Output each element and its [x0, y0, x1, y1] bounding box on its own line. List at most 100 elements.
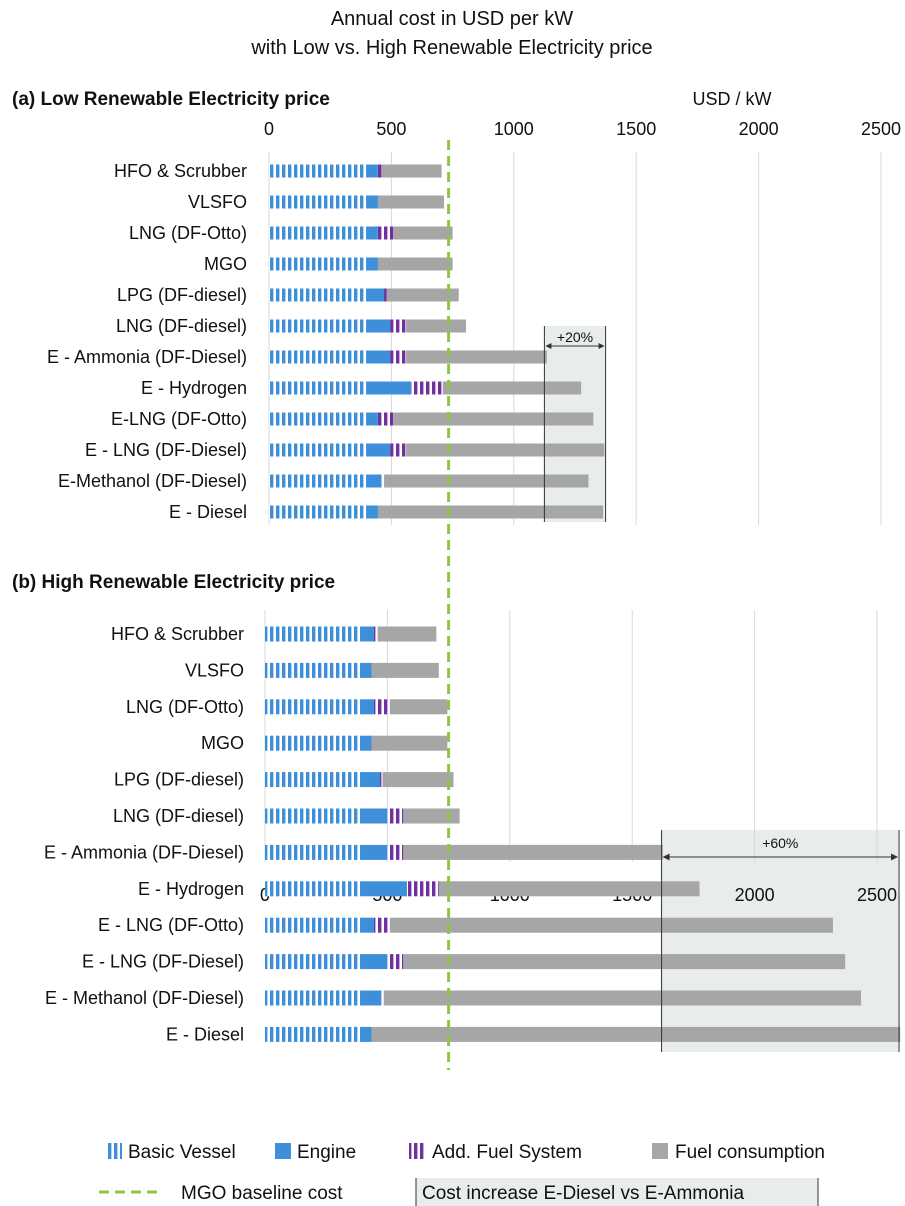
- bar-segment-fuel-consumption: [389, 699, 448, 715]
- bar-segment-engine: [366, 257, 378, 271]
- bar-segment-engine: [360, 735, 372, 751]
- category-label: MGO: [204, 254, 247, 274]
- bar-segment-engine: [366, 412, 378, 426]
- bar-segment-fuel-consumption: [406, 319, 467, 333]
- bar-segment-basic-vessel: [269, 319, 367, 333]
- bar-segment-basic-vessel: [269, 257, 367, 271]
- bar-segment-fuel-consumption: [403, 954, 846, 970]
- bar-segment-basic-vessel: [265, 772, 361, 788]
- arrow-head: [598, 343, 605, 349]
- bar-segment-basic-vessel: [269, 474, 367, 488]
- tick-label: 2500: [857, 885, 897, 905]
- bar-segment-add-fuel-system: [390, 319, 407, 333]
- increase-box: [661, 830, 900, 1052]
- bar-segment-basic-vessel: [265, 1026, 361, 1042]
- bar-segment-basic-vessel: [265, 844, 361, 860]
- legend-label: Fuel consumption: [675, 1142, 825, 1163]
- bar-segment-fuel-consumption: [384, 474, 589, 488]
- bar-segment-add-fuel-system: [390, 443, 407, 457]
- bar-segment-engine: [366, 164, 378, 178]
- bar-segment-fuel-consumption: [406, 350, 547, 364]
- category-label: LPG (DF-diesel): [117, 285, 247, 305]
- legend-swatch-increase-box: [416, 1178, 818, 1206]
- category-label: E - Ammonia (DF-Diesel): [47, 347, 247, 367]
- category-label: E - Diesel: [169, 502, 247, 522]
- bar-segment-engine: [360, 808, 388, 824]
- bar-segment-basic-vessel: [269, 381, 367, 395]
- category-label: MGO: [201, 733, 244, 753]
- bar-segment-fuel-consumption: [382, 772, 454, 788]
- bar-segment-fuel-consumption: [438, 881, 700, 897]
- bar-segment-add-fuel-system: [380, 772, 383, 788]
- panel-a: (a) Low Renewable Electricity price USD /…: [12, 89, 901, 525]
- category-label: E - Hydrogen: [141, 378, 247, 398]
- bar-segment-basic-vessel: [265, 808, 361, 824]
- bar-segment-fuel-consumption: [393, 226, 453, 240]
- bar-segment-fuel-consumption: [377, 505, 604, 519]
- bar-segment-fuel-consumption: [377, 195, 445, 209]
- category-label: LNG (DF-Otto): [126, 697, 244, 717]
- bar-segment-engine: [360, 881, 407, 897]
- bar-segment-basic-vessel: [269, 505, 367, 519]
- category-label: LNG (DF-diesel): [116, 316, 247, 336]
- bar-segment-add-fuel-system: [373, 917, 390, 933]
- bar-segment-engine: [366, 319, 391, 333]
- bar-segment-fuel-consumption: [393, 412, 594, 426]
- arrow-head: [662, 853, 670, 861]
- bar-segment-basic-vessel: [269, 412, 367, 426]
- bar-segment-basic-vessel: [269, 195, 367, 209]
- tick-label: 0: [264, 119, 274, 139]
- category-label: E-LNG (DF-Otto): [111, 409, 247, 429]
- legend-swatch-add-fuel-system: [409, 1143, 425, 1159]
- bar-segment-add-fuel-system: [387, 808, 404, 824]
- category-label: VLSFO: [185, 660, 244, 680]
- legend-label: Cost increase E-Diesel vs E-Ammonia: [422, 1183, 744, 1204]
- legend-swatch-engine: [275, 1143, 291, 1159]
- bar-segment-basic-vessel: [265, 990, 361, 1006]
- bar-segment-add-fuel-system: [377, 226, 394, 240]
- tick-label: 1000: [494, 119, 534, 139]
- bar-segment-engine: [366, 288, 385, 302]
- bar-segment-add-fuel-system: [390, 350, 407, 364]
- bar-segment-add-fuel-system: [387, 954, 404, 970]
- bar-segment-add-fuel-system: [406, 881, 439, 897]
- bar-segment-fuel-consumption: [386, 288, 459, 302]
- bar-segment-fuel-consumption: [406, 443, 605, 457]
- chart-title-line-2: with Low vs. High Renewable Electricity …: [250, 37, 652, 59]
- tick-label: 2000: [739, 119, 779, 139]
- bar-segment-engine: [360, 626, 374, 642]
- category-label: E - Methanol (DF-Diesel): [45, 988, 244, 1008]
- legend-label: MGO baseline cost: [181, 1183, 343, 1204]
- bar-segment-engine: [366, 381, 411, 395]
- bar-segment-add-fuel-system: [381, 474, 385, 488]
- category-label: LNG (DF-diesel): [113, 806, 244, 826]
- bar-segment-fuel-consumption: [371, 662, 439, 678]
- bar-segment-engine: [360, 990, 382, 1006]
- bar-segment-engine: [360, 772, 381, 788]
- bar-segment-engine: [366, 474, 382, 488]
- bar-segment-basic-vessel: [269, 226, 367, 240]
- panel-title: (a) Low Renewable Electricity price: [12, 89, 330, 110]
- panel-b: (b) High Renewable Electricity price0500…: [12, 572, 901, 1052]
- unit-label: USD / kW: [693, 89, 772, 109]
- legend-swatch-basic-vessel: [108, 1143, 122, 1159]
- bar-segment-basic-vessel: [269, 350, 367, 364]
- tick-label: 1500: [616, 119, 656, 139]
- legend-label: Engine: [297, 1142, 356, 1163]
- panel-title: (b) High Renewable Electricity price: [12, 572, 335, 593]
- category-label: E - Ammonia (DF-Diesel): [44, 842, 244, 862]
- bar-segment-fuel-consumption: [371, 1026, 901, 1042]
- bar-segment-engine: [366, 195, 378, 209]
- bar-segment-add-fuel-system: [387, 844, 404, 860]
- legend-swatch-fuel-consumption: [652, 1143, 668, 1159]
- bar-segment-engine: [366, 443, 391, 457]
- bar-segment-basic-vessel: [265, 699, 361, 715]
- category-label: HFO & Scrubber: [111, 624, 244, 644]
- bar-segment-basic-vessel: [265, 626, 361, 642]
- bar-segment-add-fuel-system: [377, 164, 382, 178]
- increase-label: +20%: [557, 329, 593, 345]
- bar-segment-engine: [366, 350, 391, 364]
- category-label: E - LNG (DF-Diesel): [82, 952, 244, 972]
- category-label: VLSFO: [188, 192, 247, 212]
- bar-segment-add-fuel-system: [381, 990, 384, 1006]
